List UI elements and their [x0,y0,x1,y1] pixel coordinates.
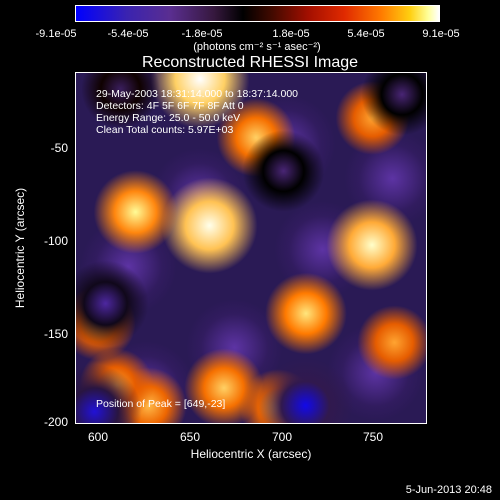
y-tick-label: -50 [50,141,68,155]
x-tick-label: 650 [179,430,201,444]
x-tick-label: 700 [271,430,293,444]
annotation-counts: Clean Total counts: 5.97E+03 [96,124,234,136]
y-tick-label: -150 [43,327,68,341]
annotation-peak-position: Position of Peak = [649,-23] [96,398,226,410]
colorbar-tick-label: 5.4e-05 [347,28,385,40]
heatmap-plot-area: 29-May-2003 18:31:14.000 to 18:37:14.000… [75,72,427,424]
colorbar-tick-label: 1.8e-05 [272,28,310,40]
annotation-energy-range: Energy Range: 25.0 - 50.0 keV [96,112,241,124]
footer-timestamp: 5-Jun-2013 20:48 [405,484,492,496]
x-axis-label: Heliocentric X (arcsec) [190,447,312,461]
colorbar-tick-label: -5.4e-05 [107,28,149,40]
x-tick-label: 750 [362,430,384,444]
heatmap-source-bright [326,199,419,292]
y-axis-label: Heliocentric Y (arcsec) [13,187,27,309]
y-tick-label: -100 [43,234,68,248]
x-tick-label: 600 [87,430,109,444]
heatmap-source-bright [357,305,426,381]
heatmap-source-dark [242,129,325,212]
colorbar [75,5,440,22]
colorbar-tick-label: -9.1e-05 [35,28,77,40]
y-tick-label: -200 [43,415,68,429]
colorbar-tick-label: 9.1e-05 [422,28,460,40]
heatmap-source-dark [76,260,150,348]
heatmap-source-bright [160,177,258,275]
colorbar-units: (photons cm⁻² s⁻¹ asec⁻²) [193,41,321,53]
colorbar-tick-label: -1.8e-05 [181,28,223,40]
heatmap-source-bright [264,272,347,355]
heatmap-source-bright [92,169,178,255]
annotation-time-range: 29-May-2003 18:31:14.000 to 18:37:14.000 [96,88,298,100]
chart-title: Reconstructed RHESSI Image [141,54,359,71]
annotation-detectors: Detectors: 4F 5F 6F 7F 8F Att 0 [96,100,244,112]
